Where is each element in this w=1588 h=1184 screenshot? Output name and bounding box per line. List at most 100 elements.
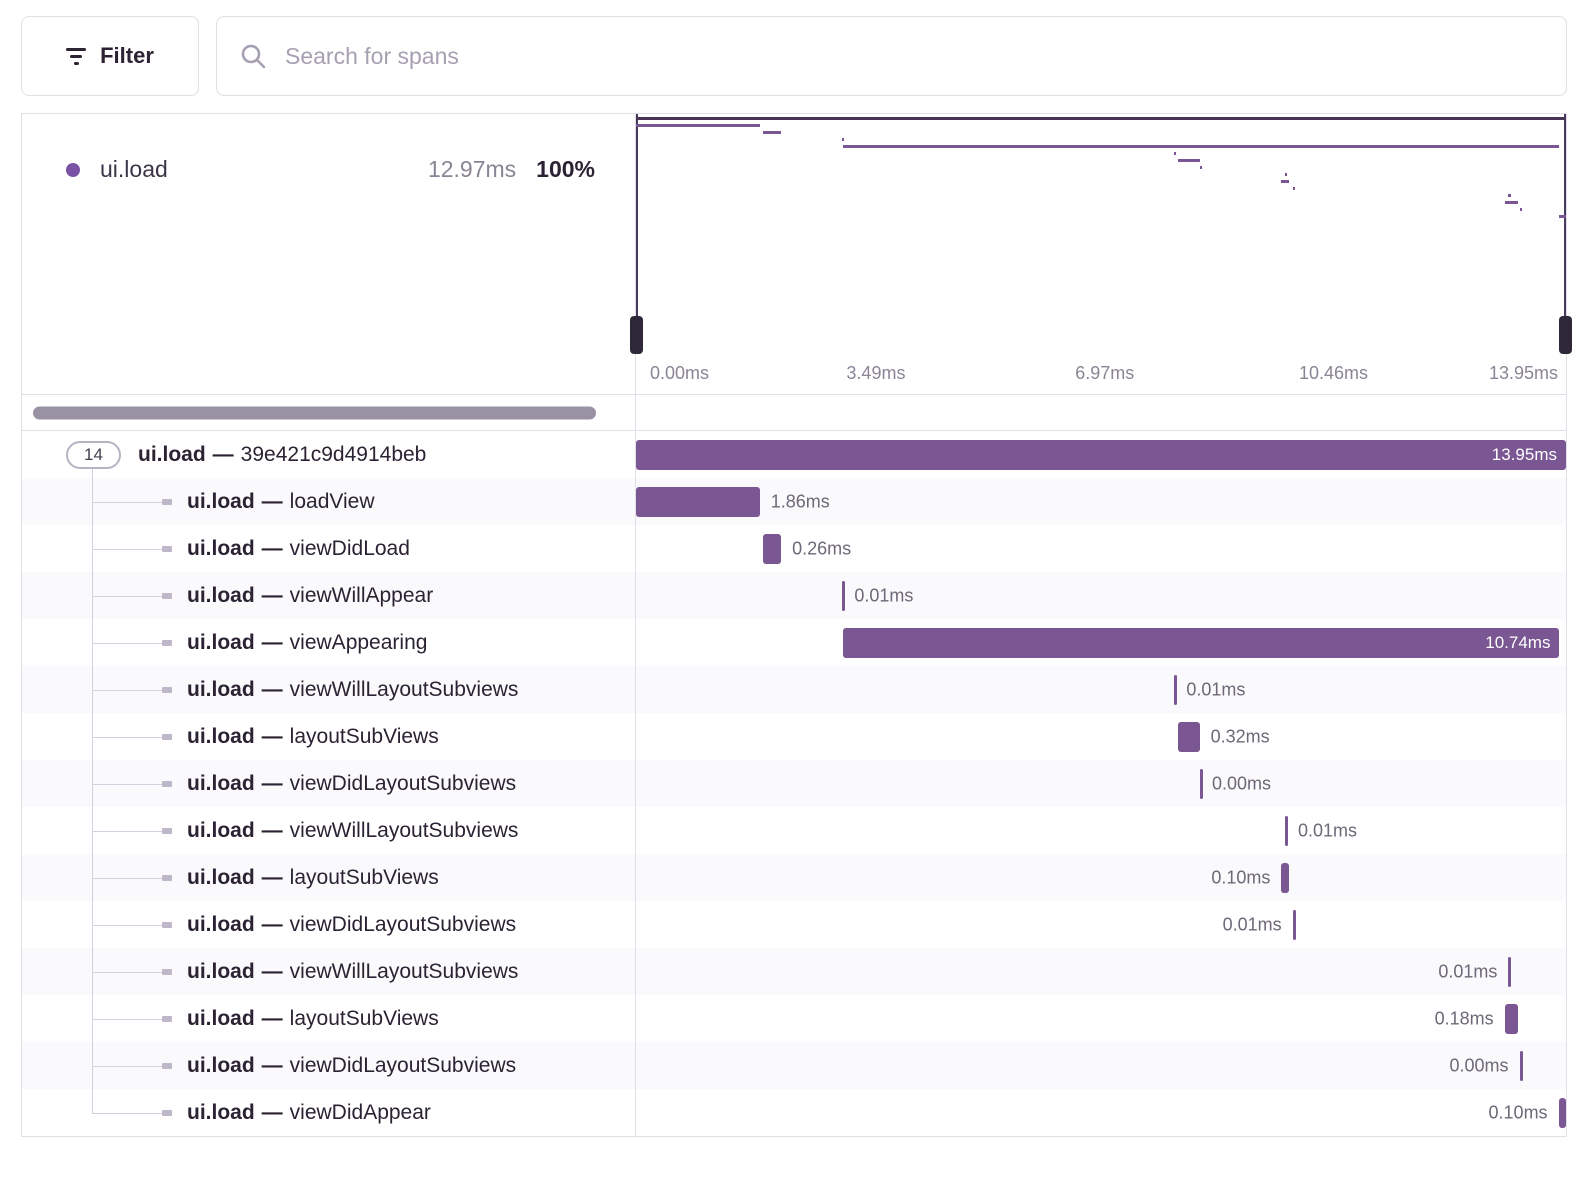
tree-scrollbar-thumb[interactable] [33, 406, 596, 419]
span-row[interactable]: ui.load — viewAppearing 10.74ms [22, 619, 1566, 666]
span-row[interactable]: ui.load — viewWillLayoutSubviews 0.01ms [22, 807, 1566, 854]
minimap-right-handle[interactable] [1559, 316, 1572, 354]
span-bar-track[interactable]: 0.18ms [635, 995, 1566, 1042]
span-row[interactable]: ui.load — layoutSubViews 0.32ms [22, 713, 1566, 760]
span-bar-track[interactable]: 0.10ms [635, 1089, 1566, 1136]
span-row[interactable]: ui.load — viewDidLayoutSubviews 0.01ms [22, 901, 1566, 948]
span-count-badge[interactable]: 14 [66, 440, 121, 469]
span-row[interactable]: ui.load — viewDidLayoutSubviews 0.00ms [22, 1042, 1566, 1089]
span-title[interactable]: ui.load — layoutSubViews [187, 725, 439, 749]
span-bar-track[interactable]: 0.26ms [635, 525, 1566, 572]
span-bar-track[interactable]: 1.86ms [635, 478, 1566, 525]
span-separator: — [261, 489, 283, 513]
span-bar-track[interactable]: 0.32ms [635, 713, 1566, 760]
span-title[interactable]: ui.load —39e421c9d4914beb [138, 443, 426, 467]
span-tree-cell: ui.load — layoutSubViews [22, 995, 635, 1042]
span-title[interactable]: ui.load — viewAppearing [187, 631, 427, 655]
axis-tick: 10.46ms [1298, 363, 1369, 383]
span-bar-track[interactable]: 0.10ms [635, 854, 1566, 901]
summary-op: ui.load [66, 156, 168, 183]
filter-button[interactable]: Filter [21, 16, 199, 96]
span-description: viewDidLayoutSubviews [289, 771, 517, 795]
span-duration-label: 10.74ms [1485, 632, 1551, 652]
span-title[interactable]: ui.load — viewDidAppear [187, 1101, 431, 1125]
span-bar[interactable] [1558, 1097, 1566, 1128]
span-bar[interactable] [1173, 674, 1177, 705]
tree-connector-tick [162, 686, 172, 693]
span-bar[interactable] [1199, 768, 1203, 799]
span-tree-cell: ui.load — viewAppearing [22, 619, 635, 666]
span-separator: — [261, 1006, 283, 1030]
minimap-canvas[interactable] [630, 114, 1572, 354]
span-title[interactable]: ui.load — viewWillLayoutSubviews [187, 819, 518, 843]
span-row[interactable]: ui.load — viewDidAppear 0.10ms [22, 1089, 1566, 1136]
span-row[interactable]: ui.load — viewWillAppear 0.01ms [22, 572, 1566, 619]
search-input[interactable] [283, 41, 1544, 71]
span-bar-track[interactable]: 0.01ms [635, 901, 1566, 948]
span-title[interactable]: ui.load — loadView [187, 490, 375, 514]
span-bar[interactable] [841, 580, 845, 611]
span-op: ui.load [187, 1006, 255, 1030]
span-bar[interactable] [1519, 1050, 1523, 1081]
trace-summary: ui.load 12.97ms 100% [22, 114, 635, 394]
scroll-row [22, 394, 1566, 431]
span-bar-track[interactable]: 0.01ms [635, 572, 1566, 619]
span-description: viewWillLayoutSubviews [289, 677, 519, 701]
span-bar[interactable]: 10.74ms [843, 627, 1560, 658]
span-row[interactable]: ui.load — viewWillLayoutSubviews 0.01ms [22, 948, 1566, 995]
span-title[interactable]: ui.load — viewWillLayoutSubviews [187, 678, 518, 702]
span-row[interactable]: ui.load — viewWillLayoutSubviews 0.01ms [22, 666, 1566, 713]
span-bar-track[interactable]: 0.00ms [635, 760, 1566, 807]
span-separator: — [261, 1053, 283, 1077]
minimap-left-handle[interactable] [630, 316, 643, 354]
span-bar-track[interactable]: 0.01ms [635, 807, 1566, 854]
span-title[interactable]: ui.load — viewDidLayoutSubviews [187, 1054, 516, 1078]
span-bar[interactable] [1508, 956, 1512, 987]
span-tree-cell: ui.load — viewWillLayoutSubviews [22, 666, 635, 713]
span-title[interactable]: ui.load — viewDidLoad [187, 537, 410, 561]
span-op: ui.load [187, 583, 255, 607]
span-row[interactable]: ui.load — layoutSubViews 0.10ms [22, 854, 1566, 901]
axis-tick: 6.97ms [1075, 363, 1135, 383]
span-bar[interactable] [1504, 1003, 1518, 1034]
span-separator: — [261, 1100, 283, 1124]
span-title[interactable]: ui.load — layoutSubViews [187, 866, 439, 890]
span-tree-cell: ui.load — viewDidLoad [22, 525, 635, 572]
span-separator: — [212, 442, 234, 466]
span-bar-track[interactable]: 0.01ms [635, 948, 1566, 995]
span-title[interactable]: ui.load — viewWillLayoutSubviews [187, 960, 518, 984]
span-row[interactable]: ui.load — layoutSubViews 0.18ms [22, 995, 1566, 1042]
minimap-span [1504, 201, 1518, 204]
span-title[interactable]: ui.load — viewDidLayoutSubviews [187, 772, 516, 796]
tree-scrollbar-track[interactable] [22, 395, 635, 430]
span-title[interactable]: ui.load — viewWillAppear [187, 584, 433, 608]
span-op: ui.load [187, 1053, 255, 1077]
span-separator: — [261, 865, 283, 889]
span-bar-track[interactable]: 10.74ms [635, 619, 1566, 666]
span-bar-track[interactable]: 0.01ms [635, 666, 1566, 713]
span-title[interactable]: ui.load — layoutSubViews [187, 1007, 439, 1031]
tree-connector-tick [162, 545, 172, 552]
span-bar-track[interactable]: 0.00ms [635, 1042, 1566, 1089]
span-bar[interactable] [1281, 862, 1289, 893]
span-bar[interactable] [636, 486, 760, 517]
span-bar[interactable] [763, 533, 782, 564]
span-op: ui.load [187, 630, 255, 654]
span-bar[interactable] [1292, 909, 1296, 940]
span-bar[interactable]: 13.95ms [636, 439, 1566, 470]
span-row[interactable]: 14 ui.load —39e421c9d4914beb 13.95ms [22, 431, 1566, 478]
search-box[interactable] [216, 16, 1567, 96]
span-bar[interactable] [1178, 721, 1200, 752]
span-bar-track[interactable]: 13.95ms [635, 431, 1566, 478]
span-separator: — [261, 959, 283, 983]
span-bar[interactable] [1285, 815, 1289, 846]
span-title[interactable]: ui.load — viewDidLayoutSubviews [187, 913, 516, 937]
span-op: ui.load [187, 865, 255, 889]
tree-connector-tick [162, 1015, 172, 1022]
span-tree-cell: ui.load — viewWillLayoutSubviews [22, 948, 635, 995]
tree-connector-tick [162, 780, 172, 787]
tree-connector-tick [162, 874, 172, 881]
span-row[interactable]: ui.load — loadView 1.86ms [22, 478, 1566, 525]
span-row[interactable]: ui.load — viewDidLoad 0.26ms [22, 525, 1566, 572]
span-row[interactable]: ui.load — viewDidLayoutSubviews 0.00ms [22, 760, 1566, 807]
